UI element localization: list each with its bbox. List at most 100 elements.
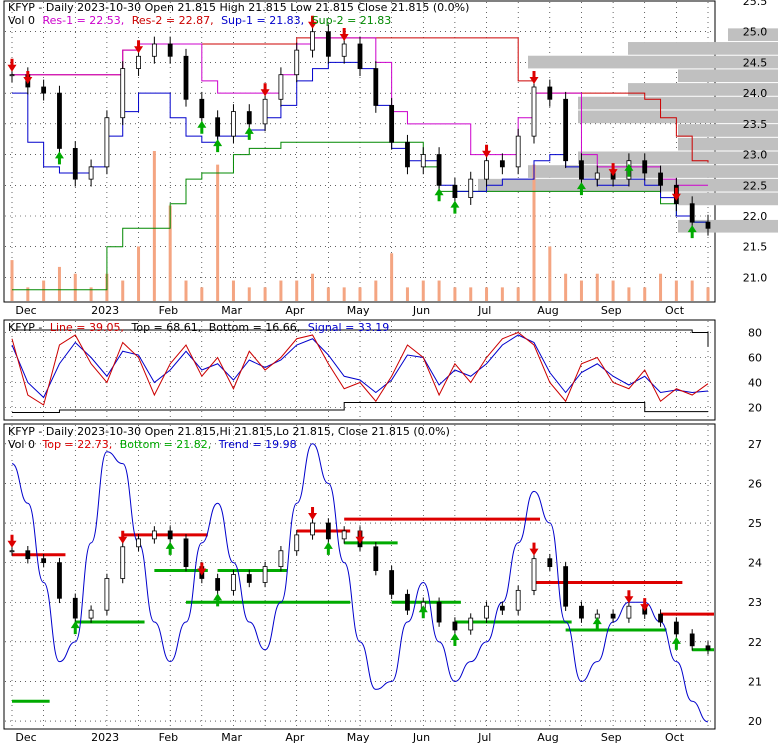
x-tick-label: Feb (159, 731, 178, 744)
candle-body (515, 589, 521, 611)
candle-body (183, 538, 189, 567)
y-tick-label: 22.0 (743, 210, 768, 223)
candle-body (389, 570, 395, 595)
candle-body (689, 203, 695, 223)
volume-bar (311, 273, 315, 301)
legend-res2: Res-2 = 22.87, (132, 14, 214, 27)
legend-signal: Signal = 33.19 (308, 321, 390, 334)
sell-arrow (529, 71, 539, 84)
candle-body (72, 148, 78, 180)
sell-arrow (134, 40, 144, 54)
trend-panel-lines (11, 443, 709, 723)
candle-body (167, 43, 173, 57)
sell-arrow (355, 530, 365, 544)
volume-bars (10, 151, 710, 301)
legend-sup2: Sup-2 = 21.83 (312, 14, 392, 27)
legend-vol: Vol 0 (8, 14, 35, 27)
candle-body (658, 172, 663, 186)
x-tick-label: Oct (665, 304, 685, 317)
oscillator-panel-frame (3, 319, 716, 421)
candle-body (246, 111, 252, 125)
price-panel-title: KFYP - Daily 2023-10-30 Open 21.815 High… (8, 1, 469, 14)
buy-arrow (165, 541, 175, 555)
volume-bar (548, 246, 552, 301)
x-tick-label: 2023 (91, 304, 119, 317)
legend-line: Line = 39.05, (50, 321, 124, 334)
candle-body (357, 43, 363, 69)
candle-body (310, 31, 315, 51)
x-tick-label: Jun (412, 731, 430, 744)
volume-bar (564, 273, 568, 301)
candle-body (468, 617, 474, 631)
volume-bar (659, 273, 663, 301)
volume-bar (10, 260, 14, 301)
x-axis-ticks: Dec 2023 Feb Mar Apr May Jun Jul Aug Sep Oct Dec 202… (15, 304, 684, 744)
volume-bar (627, 287, 631, 301)
candle-body (294, 49, 300, 76)
candle-body (120, 546, 126, 579)
candle-body (325, 31, 331, 57)
candle-body (25, 550, 31, 560)
volume-bar (421, 280, 425, 301)
volume-bar (674, 280, 678, 301)
x-tick-label: May (347, 731, 370, 744)
volume-bar (706, 287, 710, 301)
volume-bar (342, 287, 346, 301)
y-tick-label: 23 (748, 596, 762, 609)
x-tick-label: Sep (601, 731, 622, 744)
volume-bar (469, 287, 473, 301)
profile-bar (678, 137, 778, 151)
sell-arrow (7, 534, 17, 548)
volume-bar (57, 266, 61, 301)
buy-arrow (70, 621, 80, 635)
candle-body (104, 117, 110, 168)
sell-arrow (640, 598, 650, 612)
bottom-line (12, 402, 708, 413)
sell-arrow (671, 187, 681, 201)
profile-bar (578, 96, 778, 110)
candle-body (531, 86, 537, 137)
x-tick-label: Apr (285, 731, 305, 744)
candle-body (341, 530, 347, 540)
volume-bar (279, 280, 283, 301)
candle-body (642, 160, 648, 174)
profile-bar (628, 83, 778, 96)
volume-bar (152, 151, 156, 301)
sell-arrow (260, 83, 270, 97)
volume-bar (42, 280, 46, 301)
volume-bar (611, 280, 615, 301)
buy-arrow (213, 139, 223, 153)
x-tick-label: Dec (15, 731, 36, 744)
candle-body (531, 558, 537, 591)
volume-bar (453, 287, 457, 301)
volume-bar (405, 287, 409, 301)
candle-body (468, 178, 474, 198)
candle-body (705, 645, 711, 651)
x-tick-label: Aug (537, 731, 558, 744)
candle-body (151, 530, 157, 540)
volume-bar (358, 287, 362, 301)
sell-arrow (529, 542, 539, 556)
sell-arrow (482, 144, 492, 158)
buy-arrow (418, 605, 428, 619)
y-tick-label: 26 (748, 477, 762, 490)
candle-body (420, 154, 426, 168)
y-tick-label: 24.5 (743, 56, 768, 69)
buy-arrow (576, 182, 586, 196)
candle-body (151, 43, 157, 57)
candle-body (373, 546, 379, 571)
oscillator-legend: KFYP - Line = 39.05, Top = 68.61, Bottom… (8, 321, 389, 334)
legend-top3: Top = 22.73, (41, 438, 112, 451)
price-panel-markers (7, 15, 697, 239)
x-tick-label: Aug (537, 304, 558, 317)
candle-body (231, 574, 236, 591)
sell-arrow (23, 71, 33, 84)
candle-body (484, 605, 489, 619)
buy-arrow (213, 593, 223, 607)
y-tick-label: 25.0 (743, 26, 768, 39)
volume-bar (485, 287, 489, 301)
y-tick-label: 21 (748, 675, 762, 688)
volume-bar (595, 273, 599, 301)
candle-body (262, 98, 268, 125)
candle-body (547, 86, 553, 100)
